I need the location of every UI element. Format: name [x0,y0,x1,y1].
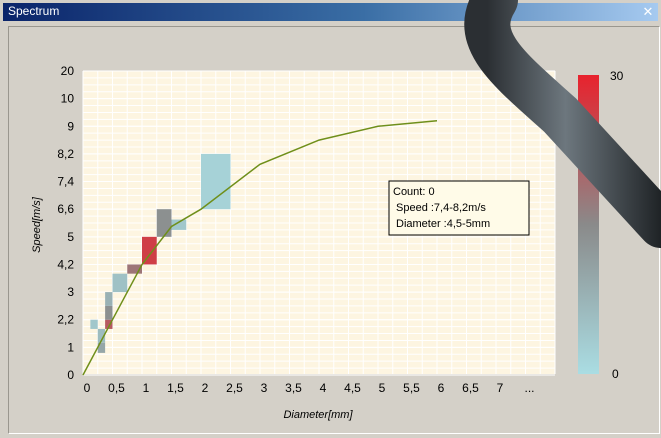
x-tick-label: ... [524,381,534,395]
heatmap-cell[interactable] [156,209,172,237]
x-tick-label: 1 [143,381,150,395]
y-tick-label: 2,2 [57,313,74,327]
x-tick-label: 3 [261,381,268,395]
window-title: Spectrum [8,4,60,18]
y-tick-label: 10 [61,92,75,106]
heatmap-cell[interactable] [90,319,98,329]
colorbar-min-label: 0 [612,367,619,381]
tooltip: Count: 0 Speed :7,4-8,2m/s Diameter :4,5… [388,180,530,236]
y-tick-label: 4,2 [57,257,74,271]
x-tick-label: 6 [438,381,445,395]
heatmap-cell[interactable] [201,153,231,210]
x-tick-label: 0,5 [108,381,125,395]
close-icon[interactable]: ✕ [642,4,654,19]
colorbar-max-label: 30 [610,69,624,83]
y-tick-label: 9 [67,119,74,133]
heatmap-cell[interactable] [105,292,113,306]
fit-curve [82,119,438,376]
heatmap-cell[interactable] [112,273,128,293]
x-tick-label: 0 [84,381,91,395]
x-tick-label: 6,5 [462,381,479,395]
y-tick-label: 6,6 [57,202,74,216]
y-axis-title: Speed[m/s] [31,196,43,253]
heatmap-cell[interactable] [105,305,113,320]
y-tick-label: 3 [67,285,74,299]
heatmap-cell[interactable] [97,328,106,343]
x-tick-label: 2,5 [226,381,243,395]
overlay-cable [464,0,661,248]
x-tick-label: 5,5 [403,381,420,395]
heatmap-cell[interactable] [127,264,142,274]
y-tick-label: 7,4 [57,175,74,189]
x-tick-label: 3,5 [285,381,302,395]
x-tick-label: 2 [202,381,209,395]
y-tick-label: 0 [67,368,74,382]
x-tick-label: 7 [497,381,504,395]
y-tick-label: 8,2 [57,147,74,161]
tooltip-count: Count: 0 [393,186,435,198]
tooltip-speed: Speed :7,4-8,2m/s [396,202,486,214]
heatmap-cells [90,153,231,353]
x-axis-title: Diameter[mm] [283,409,353,421]
heatmap-cell[interactable] [142,236,157,265]
tooltip-diameter: Diameter :4,5-5mm [396,218,490,230]
heatmap-cell[interactable] [105,319,113,329]
x-tick-label: 4,5 [344,381,361,395]
x-tick-labels: 0 0,5 1 1,5 2 2,5 3 3,5 4 4,5 5 5,5 6 6,5 7... [84,381,535,395]
x-tick-label: 4 [320,381,327,395]
y-tick-label: 5 [67,230,74,244]
heatmap-cell[interactable] [171,219,187,230]
y-tick-labels: 0 1 2,2 3 4,2 5 6,6 7,4 8,2 9 10 20 [57,64,74,382]
tooltip-box [388,180,530,236]
heatmap-cell[interactable] [97,342,106,353]
y-tick-label: 20 [61,64,75,78]
x-tick-label: 5 [379,381,386,395]
x-tick-label: 1,5 [167,381,184,395]
y-tick-label: 1 [67,340,74,354]
